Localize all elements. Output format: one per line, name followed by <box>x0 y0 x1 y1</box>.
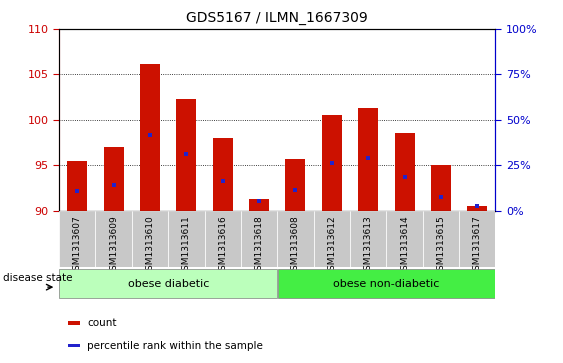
Bar <box>68 160 87 211</box>
Title: GDS5167 / ILMN_1667309: GDS5167 / ILMN_1667309 <box>186 11 368 25</box>
Bar <box>249 199 269 211</box>
Bar <box>322 115 342 211</box>
Bar <box>431 165 451 211</box>
Bar <box>204 211 241 267</box>
Text: GSM1313608: GSM1313608 <box>291 215 300 276</box>
Text: GSM1313607: GSM1313607 <box>73 215 82 276</box>
Text: GSM1313613: GSM1313613 <box>364 215 373 276</box>
Bar <box>96 211 132 267</box>
Text: GSM1313614: GSM1313614 <box>400 215 409 276</box>
Text: disease state: disease state <box>3 273 72 283</box>
Text: percentile rank within the sample: percentile rank within the sample <box>87 340 263 351</box>
Bar <box>395 133 414 211</box>
Bar <box>467 206 487 211</box>
Text: GSM1313616: GSM1313616 <box>218 215 227 276</box>
Bar <box>59 211 96 267</box>
Text: GSM1313615: GSM1313615 <box>436 215 445 276</box>
Text: GSM1313611: GSM1313611 <box>182 215 191 276</box>
Bar <box>140 64 160 211</box>
Bar <box>285 159 306 211</box>
Text: count: count <box>87 318 117 328</box>
Bar <box>241 211 277 267</box>
Text: GSM1313617: GSM1313617 <box>473 215 482 276</box>
Text: obese diabetic: obese diabetic <box>127 278 209 289</box>
Bar <box>350 211 386 267</box>
Bar <box>68 344 79 347</box>
Bar <box>213 138 233 211</box>
Bar <box>168 211 204 267</box>
Bar <box>423 211 459 267</box>
Text: GSM1313618: GSM1313618 <box>254 215 263 276</box>
Bar <box>278 269 495 298</box>
Text: obese non-diabetic: obese non-diabetic <box>333 278 440 289</box>
Bar <box>459 211 495 267</box>
Bar <box>176 99 196 211</box>
Bar <box>60 269 277 298</box>
Text: GSM1313610: GSM1313610 <box>145 215 154 276</box>
Text: GSM1313609: GSM1313609 <box>109 215 118 276</box>
Bar <box>68 321 79 325</box>
Bar <box>104 147 124 211</box>
Bar <box>386 211 423 267</box>
Bar <box>358 108 378 211</box>
Bar <box>314 211 350 267</box>
Bar <box>132 211 168 267</box>
Text: GSM1313612: GSM1313612 <box>327 215 336 276</box>
Bar <box>278 211 314 267</box>
